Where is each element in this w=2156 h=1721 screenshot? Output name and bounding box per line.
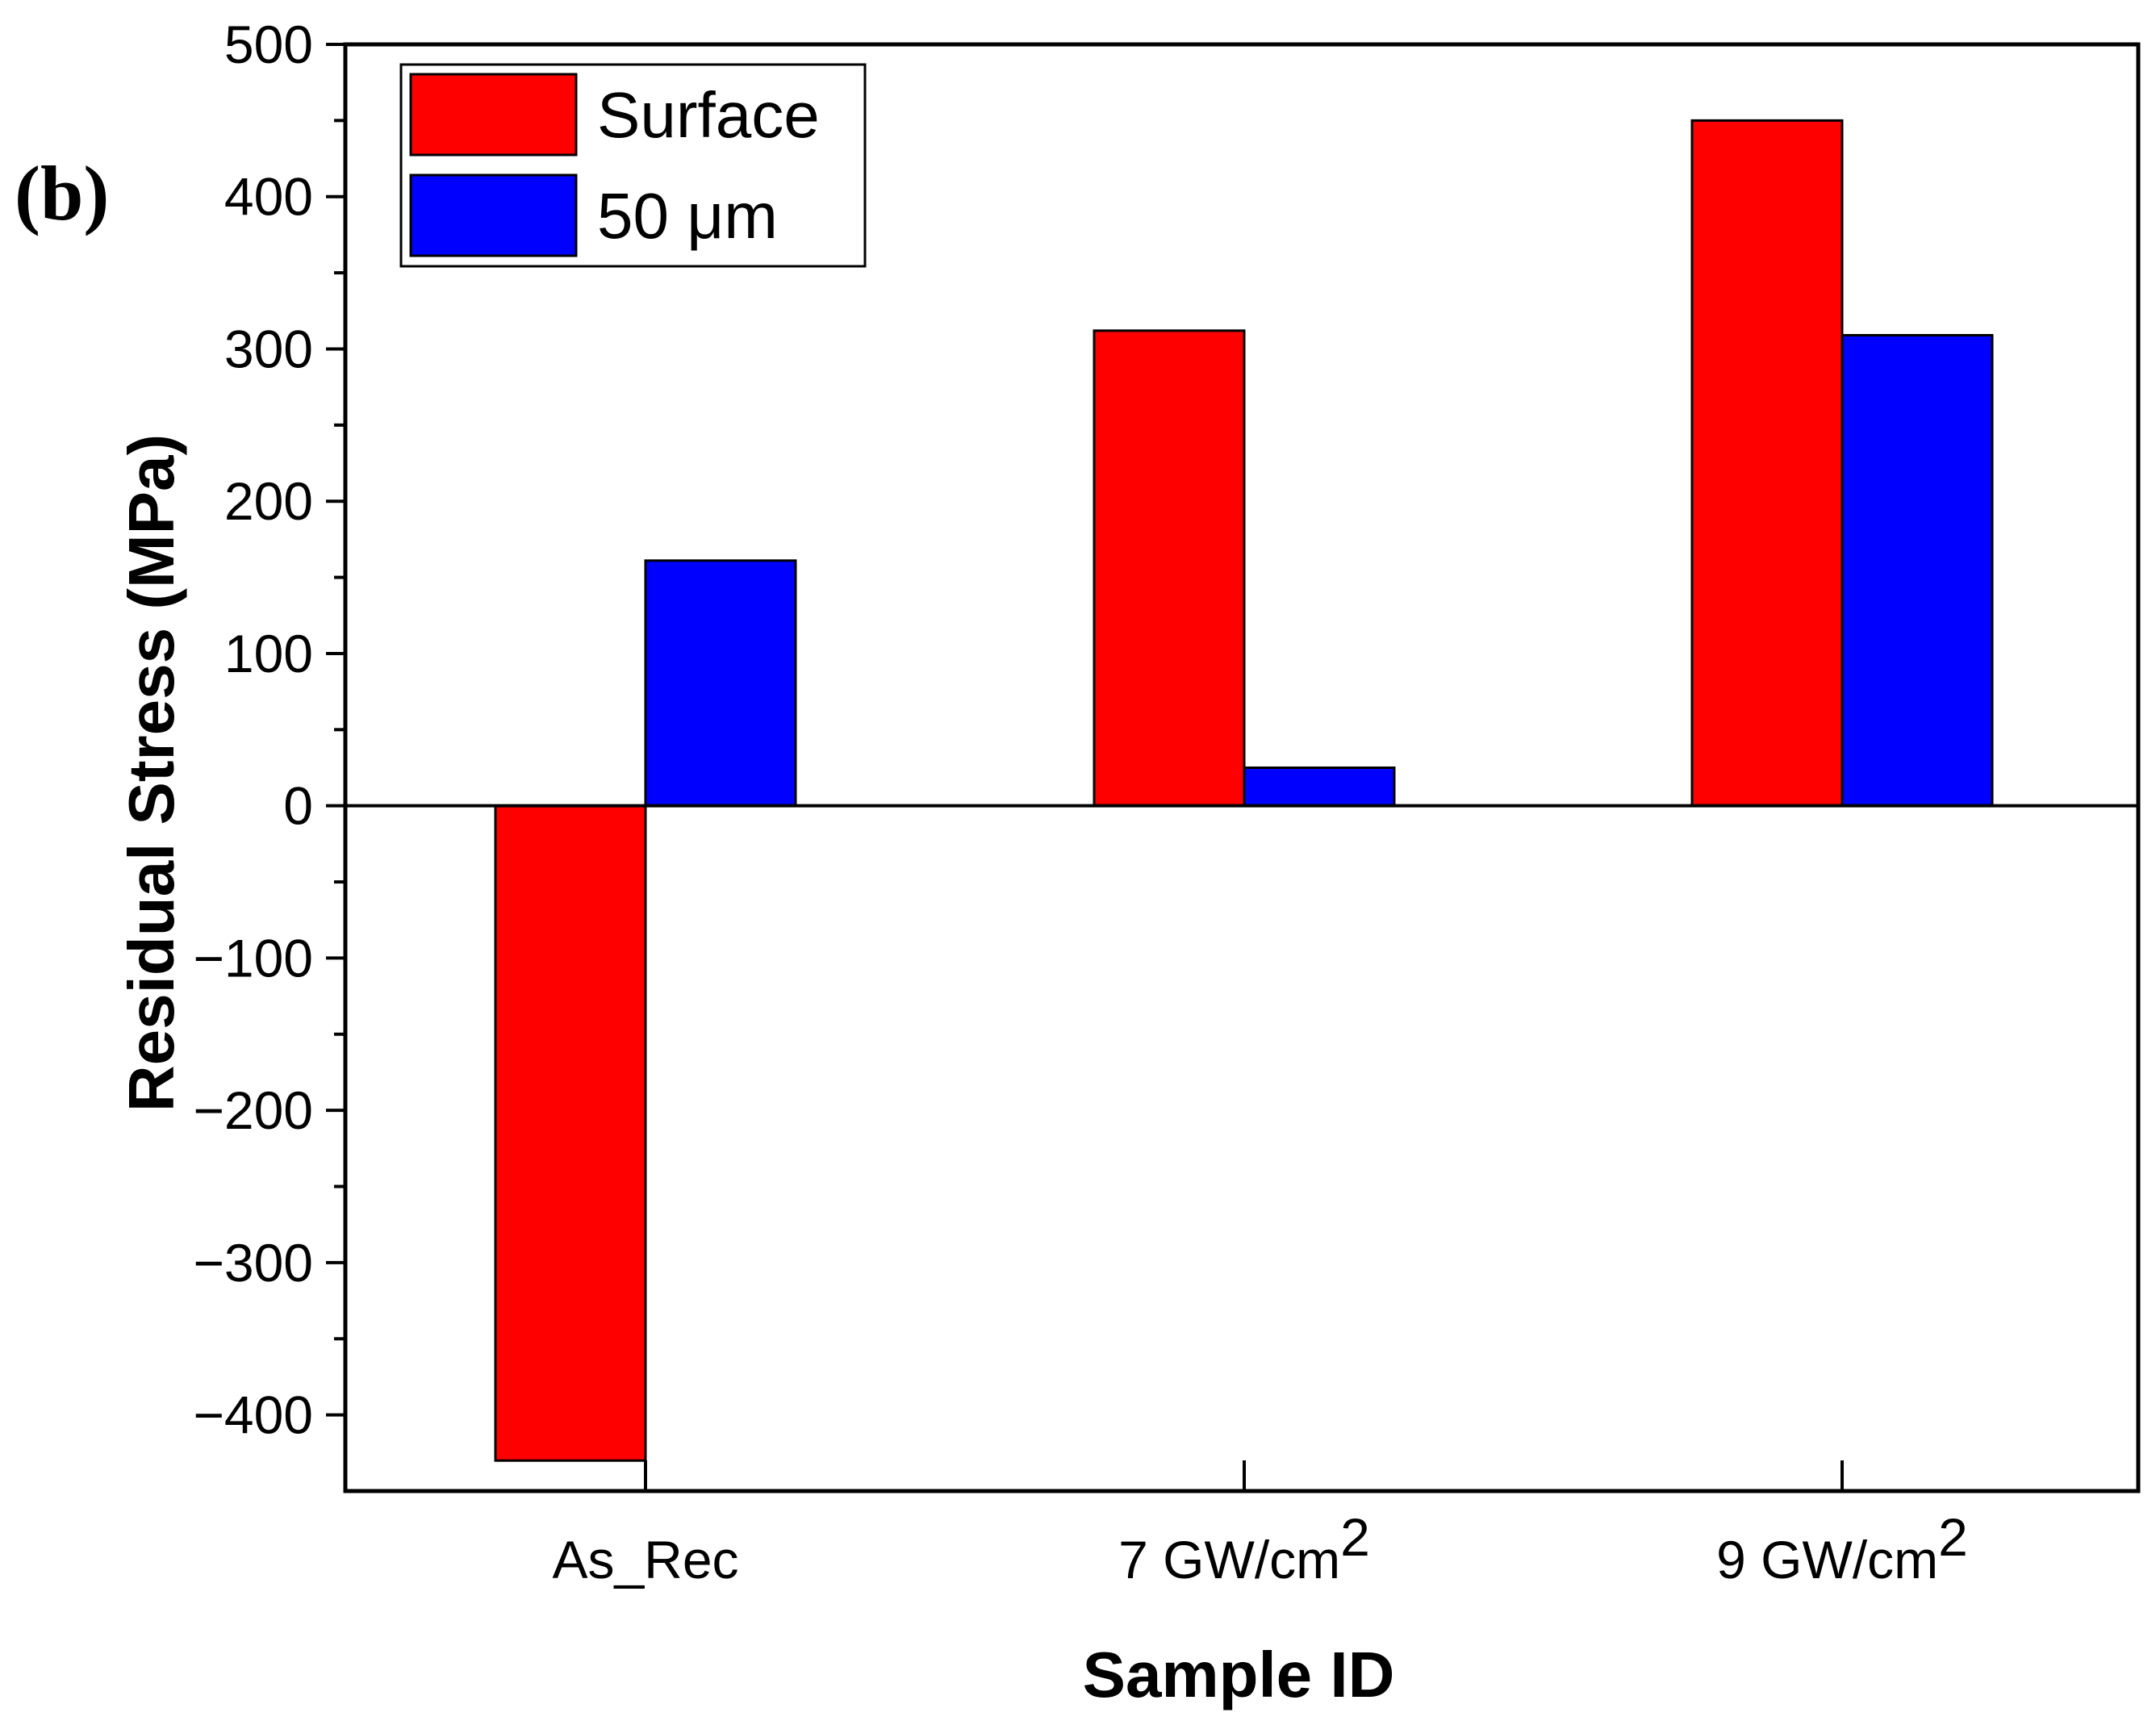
legend-label-50um: 50 μm — [597, 180, 778, 252]
legend-swatch-surface — [409, 73, 578, 157]
y-tick-label: 200 — [224, 471, 313, 531]
y-tick-label: −400 — [193, 1385, 313, 1445]
bar-50um-2 — [1243, 767, 1396, 808]
x-tick-label: 9 GW/cm2 — [1716, 1507, 1968, 1589]
y-tick-label: −200 — [193, 1080, 313, 1140]
x-axis: As_Rec 7 GW/cm2 9 GW/cm2 — [552, 1460, 1968, 1589]
bar-surface-2 — [1093, 329, 1246, 808]
legend-label-surface: Surface — [597, 79, 820, 151]
bar-50um-1 — [644, 559, 797, 808]
bar-surface-3 — [1690, 119, 1844, 808]
x-tick-label: 7 GW/cm2 — [1118, 1507, 1370, 1589]
y-axis: 500 400 300 200 100 0 −100 −200 −300 −400 — [193, 15, 345, 1445]
y-axis-title: Residual Stress (MPa) — [115, 434, 187, 1112]
bar-surface-1 — [494, 804, 647, 1462]
y-tick-label: 0 — [283, 776, 313, 836]
x-axis-title: Sample ID — [1083, 1639, 1395, 1711]
x-tick-label: As_Rec — [552, 1530, 738, 1589]
y-tick-label: 100 — [224, 624, 313, 683]
y-tick-label: −300 — [193, 1233, 313, 1293]
legend: Surface 50 μm — [399, 63, 867, 268]
y-tick-label: −100 — [193, 928, 313, 988]
y-tick-label: 500 — [224, 15, 313, 74]
panel-label: (b) — [15, 150, 109, 236]
y-tick-label: 400 — [224, 167, 313, 227]
bar-50um-3 — [1841, 333, 1994, 808]
legend-swatch-50um — [409, 173, 578, 257]
bars-group — [494, 119, 1994, 1462]
y-tick-label: 300 — [224, 319, 313, 378]
plot-frame — [343, 42, 2141, 1493]
